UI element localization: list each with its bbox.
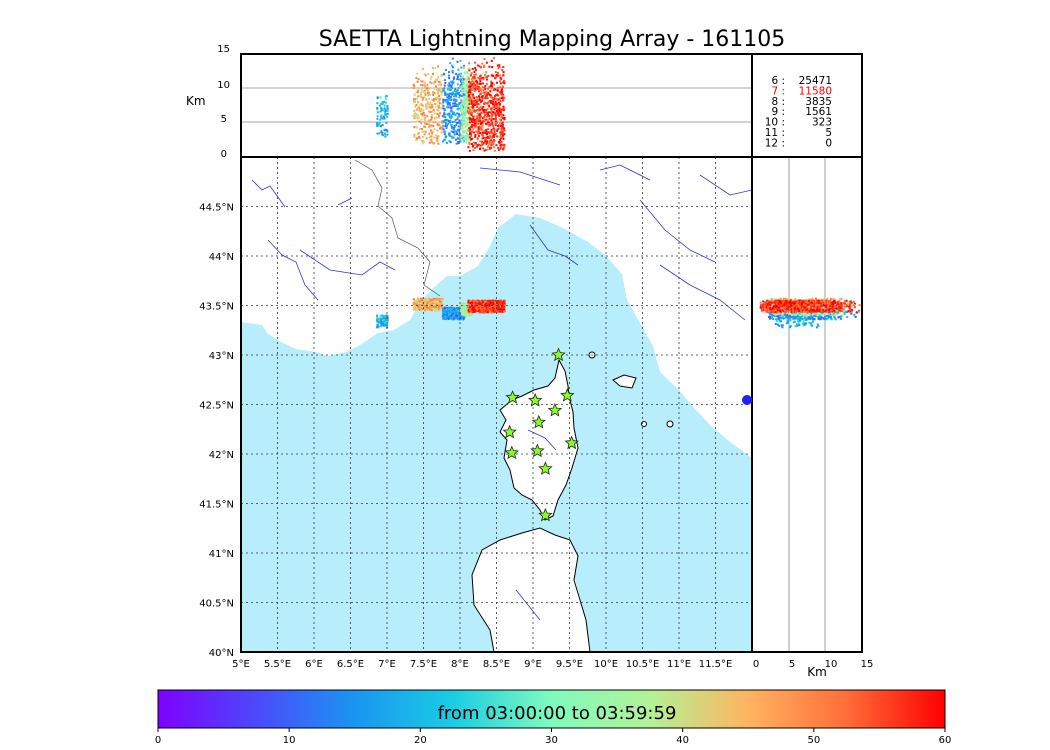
- stat-label: 11 :: [765, 127, 785, 139]
- lon-tick-label: 9.5°E: [556, 659, 583, 670]
- map-grid: [241, 157, 752, 652]
- stat-label: 7 :: [771, 85, 785, 97]
- station-star-icon: [502, 424, 517, 439]
- stats-panel: 6 : 25471 7 : 11580 8 : 3835 9 : 1561 10 : 323 11 …: [751, 53, 863, 158]
- top-panel-points: [376, 57, 506, 152]
- stat-value: 0: [825, 137, 832, 149]
- corsica-island: [499, 358, 579, 521]
- stat-value: 25471: [799, 75, 832, 87]
- right-xtick-10: 10: [825, 659, 838, 670]
- station-star-icon: [505, 390, 520, 404]
- rivers: [251, 164, 752, 621]
- station-star-icon: [527, 392, 543, 407]
- lat-tick-label: 40.5°N: [199, 599, 234, 610]
- map-panel: 5°E 5.5°E 6°E 6.5°E 7°E 7.5°E 8°E 8.5°E 9°E 9.5°E…: [199, 156, 753, 670]
- colorbar-tick: 20: [414, 735, 427, 746]
- colorbar: from 03:00:00 to 03:59:59 0 10 20 30 40 50 60: [155, 689, 952, 746]
- station-star-icon: [551, 347, 566, 362]
- top-ytick-5: 5: [221, 114, 227, 125]
- stat-label: 9 :: [771, 106, 785, 118]
- right-panel-points: [759, 297, 861, 329]
- right-altitude-panel: 0 5 10 15 Km: [751, 156, 874, 679]
- station-star-icon: [560, 388, 575, 402]
- stat-value: 11580: [799, 85, 832, 97]
- lat-tick-label: 41.5°N: [199, 500, 234, 511]
- colorbar-tick: 10: [283, 735, 296, 746]
- stat-label: 12 :: [765, 137, 785, 149]
- lon-tick-label: 10.5°E: [626, 659, 660, 670]
- right-xtick-5: 5: [789, 659, 795, 670]
- station-star-icon: [547, 402, 563, 417]
- lon-tick-label: 6°E: [305, 659, 323, 670]
- lat-tick-label: 41°N: [209, 549, 234, 560]
- lon-tick-label: 8°E: [451, 659, 469, 670]
- colorbar-tick: 40: [676, 735, 689, 746]
- lon-tick-label: 10°E: [594, 659, 618, 670]
- borders: [354, 159, 441, 297]
- lon-tick-label: 9°E: [524, 659, 542, 670]
- top-ytick-15: 15: [217, 44, 230, 55]
- lon-tick-label: 6.5°E: [337, 659, 364, 670]
- lat-tick-label: 43.5°N: [199, 302, 234, 313]
- top-ytick-10: 10: [217, 80, 230, 91]
- stat-value: 3835: [805, 96, 832, 108]
- top-altitude-panel: 15 10 5 0 Km: [186, 44, 753, 160]
- sardinia-island: [471, 527, 591, 652]
- lat-tick-label: 43°N: [209, 351, 234, 362]
- top-ylabel: Km: [186, 94, 206, 108]
- right-xtick-15: 15: [861, 659, 874, 670]
- station-star-icon: [531, 414, 547, 429]
- stat-value: 5: [825, 127, 832, 139]
- map-lightning-points: [376, 297, 506, 329]
- lat-tick-label: 40°N: [209, 648, 234, 659]
- lat-tick-label: 42°N: [209, 450, 234, 461]
- right-xlabel: Km: [807, 665, 827, 679]
- station-star-icon: [504, 445, 519, 460]
- lon-tick-label: 11°E: [667, 659, 691, 670]
- elba-island: [612, 374, 637, 389]
- station-star-icon: [538, 507, 553, 522]
- lma-stations: [502, 347, 579, 522]
- lon-tick-label: 11.5°E: [699, 659, 733, 670]
- colorbar-tick: 0: [155, 735, 161, 746]
- lon-tick-label: 5°E: [232, 659, 250, 670]
- colorbar-tick: 60: [939, 735, 952, 746]
- colorbar-tick: 50: [807, 735, 820, 746]
- station-star-icon: [538, 461, 553, 475]
- stat-label: 8 :: [771, 96, 785, 108]
- lon-tick-label: 7°E: [378, 659, 396, 670]
- stat-label: 10 :: [765, 117, 785, 129]
- station-star-icon: [530, 443, 545, 458]
- right-xtick-0: 0: [753, 659, 759, 670]
- stat-label: 6 :: [771, 75, 785, 87]
- lon-tick-label: 5.5°E: [264, 659, 291, 670]
- colorbar-tick: 30: [545, 735, 558, 746]
- station-star-icon: [564, 435, 579, 450]
- lat-tick-label: 44.5°N: [199, 203, 234, 214]
- lat-tick-label: 44°N: [209, 252, 234, 263]
- top-ytick-0: 0: [221, 149, 227, 160]
- figure-title: SAETTA Lightning Mapping Array - 161105: [319, 27, 786, 52]
- lon-tick-label: 7.5°E: [410, 659, 437, 670]
- lon-tick-label: 8.5°E: [483, 659, 510, 670]
- stat-value: 323: [812, 117, 832, 129]
- colorbar-label: from 03:00:00 to 03:59:59: [438, 703, 677, 724]
- boundary-marker: [742, 395, 752, 405]
- lat-tick-label: 42.5°N: [199, 401, 234, 412]
- stat-value: 1561: [805, 106, 832, 118]
